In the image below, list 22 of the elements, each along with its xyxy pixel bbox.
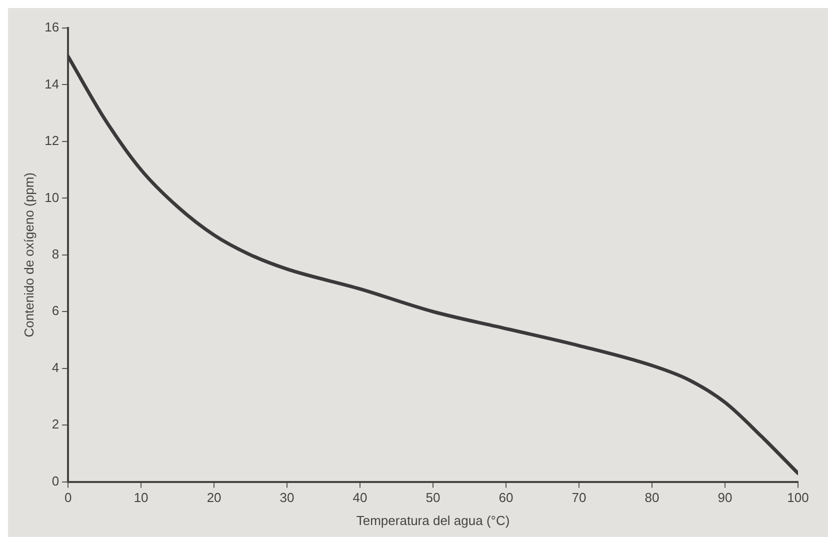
- x-tick-label: 0: [64, 490, 72, 506]
- x-tick-label: 40: [352, 490, 368, 506]
- y-axis-title: Contenido de oxígeno (ppm): [21, 172, 36, 338]
- y-tick-label: 16: [44, 20, 60, 35]
- y-tick-label: 4: [52, 360, 60, 375]
- x-tick-label: 60: [498, 490, 514, 506]
- y-tick-label: 8: [52, 246, 60, 262]
- x-tick-label: 50: [426, 490, 440, 506]
- x-tick-label: 20: [206, 490, 222, 506]
- y-tick-label: 6: [52, 303, 60, 318]
- y-tick-label: 14: [44, 76, 60, 92]
- x-tick-label: 80: [644, 490, 660, 506]
- y-tick-label: 2: [52, 416, 60, 432]
- x-tick-label: 30: [280, 490, 294, 506]
- x-tick-label: 70: [572, 490, 586, 506]
- y-tick-label: 12: [44, 133, 60, 148]
- x-tick-label: 90: [718, 490, 732, 506]
- y-tick-label: 0: [52, 473, 60, 488]
- x-axis-title: Temperatura del agua (°C): [356, 512, 510, 528]
- x-tick-label: 10: [134, 490, 148, 506]
- y-tick-label: 10: [44, 190, 60, 205]
- x-tick-label: 100: [787, 490, 809, 506]
